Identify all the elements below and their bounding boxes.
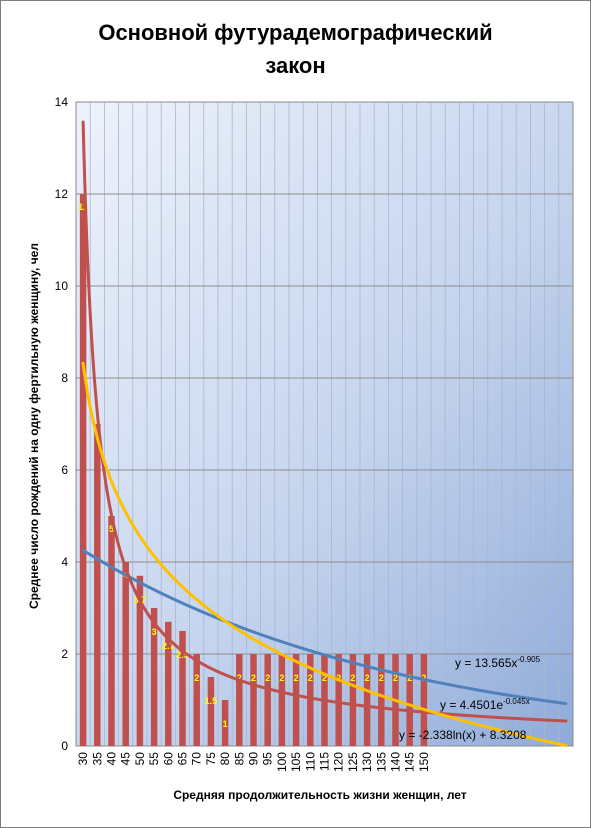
bar [278, 654, 286, 746]
data-label: 2 [251, 673, 256, 683]
x-tick-label: 45 [119, 752, 133, 766]
x-tick-label: 95 [261, 752, 275, 766]
power-trendline [81, 120, 568, 723]
data-label: 2 [336, 673, 341, 683]
x-tick-label: 65 [176, 752, 190, 766]
exponential-trend-equation-exp: -0.045x [503, 697, 530, 706]
bar [378, 654, 385, 746]
y-tick-label: 6 [61, 463, 68, 477]
bar [250, 654, 257, 746]
x-tick-label: 120 [332, 752, 346, 772]
x-tick-label: 145 [403, 752, 417, 772]
data-label: 1.5 [205, 696, 218, 706]
bar [122, 562, 129, 746]
x-tick-label: 125 [346, 752, 360, 772]
bar [94, 424, 101, 746]
data-label: 5 [109, 524, 114, 534]
bar [136, 575, 144, 746]
y-axis-label: Среднее число рождений на одну фертильну… [27, 243, 41, 609]
x-tick-label: 80 [218, 752, 232, 766]
bar [292, 654, 300, 746]
data-label: 2 [279, 673, 284, 683]
bar [349, 654, 357, 746]
x-tick-label: 150 [417, 752, 431, 772]
x-tick-label: 40 [105, 752, 119, 766]
x-tick-label: 30 [76, 752, 90, 766]
trendlines [81, 120, 568, 748]
x-tick-label: 135 [374, 752, 388, 772]
y-tick-label: 4 [61, 555, 68, 569]
data-label: 2 [350, 673, 355, 683]
x-tick-label: 70 [190, 752, 204, 766]
x-tick-label: 60 [161, 752, 175, 766]
data-label: 2 [294, 673, 299, 683]
data-label: 2 [393, 673, 398, 683]
bar [207, 677, 215, 746]
y-tick-label: 14 [55, 95, 69, 109]
data-label: 2 [379, 673, 384, 683]
bar [363, 654, 371, 746]
x-tick-label: 140 [389, 752, 403, 772]
bar [420, 654, 428, 746]
x-tick-label: 55 [147, 752, 161, 766]
x-tick-label: 130 [360, 752, 374, 772]
y-tick-label: 8 [61, 371, 68, 385]
bar [165, 621, 172, 746]
x-tick-label: 35 [90, 752, 104, 766]
exponential-trendline [81, 548, 568, 706]
x-tick-label: 50 [133, 752, 147, 766]
bar [406, 654, 413, 746]
data-label: 2 [308, 673, 313, 683]
bar [79, 194, 87, 746]
bar [264, 654, 271, 746]
data-label: 3 [152, 627, 157, 637]
bar [307, 654, 314, 746]
chart-title-line-1: Основной футурадемографический [98, 20, 493, 45]
logarithmic-trend-equation: y = -2.338ln(x) + 8.3208 [399, 728, 526, 742]
data-label: 2 [237, 673, 242, 683]
x-tick-label: 115 [318, 752, 332, 771]
data-label: 1 [223, 719, 228, 729]
y-axis-ticks: 0 2 4 6 8 10 12 14 [55, 95, 69, 753]
bar [108, 516, 115, 746]
y-tick-label: 10 [55, 279, 69, 293]
x-tick-label: 105 [289, 752, 303, 772]
data-label: 12 [78, 202, 88, 212]
chart-title: Основной футурадемографический закон [0, 16, 591, 82]
plot-area [75, 101, 574, 747]
y-tick-label: 0 [61, 739, 68, 753]
x-tick-label: 90 [247, 752, 261, 766]
y-tick-label: 12 [55, 187, 69, 201]
data-label: 2 [265, 673, 270, 683]
power-trend-equation-text: y = 13.565x [455, 656, 518, 670]
power-trend-equation: y = 13.565x-0.905 [455, 655, 540, 670]
x-axis-ticks: 30 35 40 45 50 55 60 65 70 75 80 85 90 95 100 105 110 115… [76, 752, 431, 772]
bar [179, 631, 186, 746]
logarithmic-trendline [81, 361, 568, 748]
exponential-trend-equation-text: y = 4.4501e [440, 698, 504, 712]
bar [236, 654, 243, 746]
x-tick-label: 100 [275, 752, 289, 772]
x-axis-label: Средняя продолжительность жизни женщин, … [173, 788, 467, 802]
logarithmic-trend-equation-text: y = -2.338ln(x) + 8.3208 [399, 728, 527, 742]
data-label: 2.5 [176, 650, 189, 660]
y-tick-label: 2 [61, 647, 68, 661]
data-label: 2.7 [162, 641, 175, 651]
x-tick-label: 110 [303, 752, 317, 771]
data-label: 2 [421, 673, 426, 683]
exponential-trend-equation: y = 4.4501e-0.045x [440, 697, 530, 712]
vertical-gridlines [89, 102, 560, 746]
bar [193, 654, 200, 746]
data-label: 2 [365, 673, 370, 683]
bar [335, 654, 342, 746]
data-label: 2 [194, 673, 199, 683]
x-tick-label: 85 [232, 752, 246, 766]
power-trend-equation-exp: -0.905 [517, 655, 541, 664]
chart-title-line-2: закон [265, 53, 326, 78]
bar [150, 608, 158, 746]
x-tick-label: 75 [204, 752, 218, 766]
bar [221, 700, 229, 746]
data-label: 2 [322, 673, 327, 683]
